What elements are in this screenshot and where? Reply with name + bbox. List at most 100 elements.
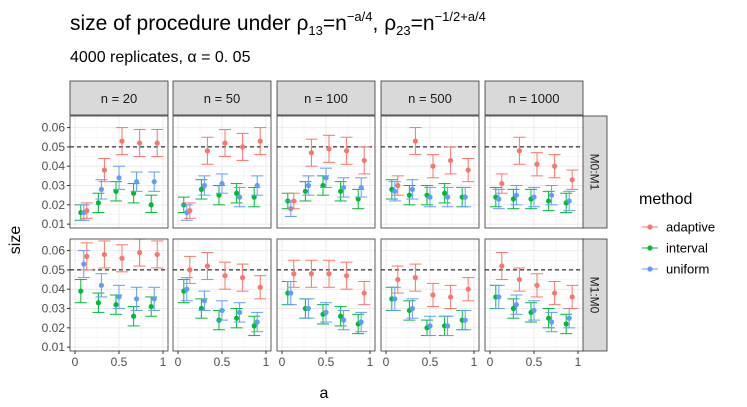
facet-strip-bg bbox=[581, 238, 608, 352]
data-point bbox=[395, 276, 401, 283]
panel-border bbox=[484, 115, 584, 229]
facet-panel bbox=[69, 115, 169, 229]
data-point bbox=[361, 290, 367, 296]
data-point bbox=[308, 150, 314, 156]
facet-strip-bg bbox=[172, 80, 272, 116]
data-point bbox=[116, 294, 122, 300]
panel-border bbox=[172, 115, 272, 229]
legend-key-point bbox=[647, 224, 653, 230]
data-point bbox=[344, 273, 350, 279]
data-point bbox=[251, 323, 257, 329]
x-tick-label: 1 bbox=[367, 355, 374, 369]
title-rho1-subscript: 13 bbox=[308, 23, 323, 38]
x-tick-label: 0.5 bbox=[422, 355, 439, 369]
data-point bbox=[516, 148, 522, 154]
facet-panel bbox=[484, 238, 584, 352]
data-point bbox=[409, 305, 415, 312]
data-point bbox=[113, 302, 119, 308]
data-point bbox=[513, 302, 519, 308]
title-eq2: =n bbox=[410, 12, 435, 35]
facet-panel bbox=[172, 238, 272, 352]
data-point bbox=[566, 198, 572, 204]
data-point bbox=[499, 263, 505, 269]
data-point bbox=[254, 182, 260, 189]
facet-strip-label: M1:M0 bbox=[588, 277, 602, 314]
y-tick-label: 0.01 bbox=[42, 217, 66, 231]
x-tick-label: 0.5 bbox=[318, 355, 335, 369]
legend-key-point bbox=[647, 245, 653, 251]
facet-strip-top: n = 1000 bbox=[484, 80, 584, 116]
data-point bbox=[308, 271, 314, 277]
title-eq1: =n bbox=[322, 12, 347, 35]
data-point bbox=[462, 194, 468, 200]
data-point bbox=[569, 177, 575, 183]
data-point bbox=[257, 138, 263, 144]
data-point bbox=[412, 138, 418, 144]
x-tick-label: 0 bbox=[487, 355, 494, 369]
data-point bbox=[326, 271, 332, 277]
data-point bbox=[219, 307, 225, 314]
x-tick-label: 1 bbox=[471, 355, 478, 369]
y-tick-label: 0.06 bbox=[42, 121, 66, 135]
data-point bbox=[465, 286, 471, 292]
data-point bbox=[257, 284, 263, 290]
data-point bbox=[338, 313, 344, 319]
title-exp2: −1/2+a/4 bbox=[434, 9, 486, 24]
data-point bbox=[187, 267, 193, 273]
data-point bbox=[116, 175, 122, 181]
facet-panel bbox=[276, 238, 376, 352]
legend-key bbox=[642, 245, 658, 251]
data-point bbox=[549, 192, 555, 198]
facet-strip-bg bbox=[581, 115, 608, 229]
facet-strip-top: n = 500 bbox=[380, 80, 480, 116]
data-point bbox=[201, 298, 207, 304]
data-point bbox=[198, 305, 204, 312]
y-tick-label: 0.05 bbox=[42, 263, 66, 277]
data-point bbox=[119, 255, 125, 261]
facet-strip-bg bbox=[380, 80, 480, 116]
chart-title: size of procedure under ρ13=n−a/4, ρ23=n… bbox=[70, 9, 486, 38]
data-point bbox=[552, 290, 558, 296]
legend-key bbox=[642, 224, 658, 230]
facet-strip-label: n = 500 bbox=[408, 91, 452, 106]
data-point bbox=[84, 208, 90, 214]
legend-key-point bbox=[647, 266, 653, 272]
data-point bbox=[291, 198, 297, 204]
data-point bbox=[496, 294, 502, 300]
data-point bbox=[323, 175, 329, 181]
data-point bbox=[305, 305, 311, 312]
data-point bbox=[569, 294, 575, 300]
facet-strip-bg bbox=[69, 80, 169, 116]
data-point bbox=[84, 253, 90, 259]
facet-strip-right: M0:M1 bbox=[581, 115, 608, 229]
legend-label: interval bbox=[666, 241, 708, 256]
data-point bbox=[291, 271, 297, 277]
data-point bbox=[427, 194, 433, 200]
x-axis-title: a bbox=[320, 385, 329, 402]
data-point bbox=[237, 194, 243, 200]
panel-border bbox=[69, 115, 169, 229]
y-axis-title: size bbox=[7, 226, 24, 255]
data-point bbox=[151, 179, 157, 185]
data-point bbox=[254, 319, 260, 325]
data-point bbox=[98, 282, 104, 288]
y-tick-label: 0.05 bbox=[42, 140, 66, 154]
data-point bbox=[442, 190, 448, 196]
data-point bbox=[198, 186, 204, 192]
data-point bbox=[465, 167, 471, 173]
legend-label: uniform bbox=[666, 262, 709, 277]
facet-strip-top: n = 50 bbox=[172, 80, 272, 116]
facet-panel bbox=[172, 115, 272, 229]
data-point bbox=[462, 317, 468, 323]
panel-border bbox=[380, 115, 480, 229]
data-point bbox=[326, 146, 332, 152]
data-point bbox=[409, 186, 415, 192]
data-point bbox=[204, 263, 210, 269]
x-tick-label: 0 bbox=[383, 355, 390, 369]
y-tick-label: 0.03 bbox=[42, 302, 66, 316]
data-point bbox=[499, 180, 505, 187]
x-tick-label: 1 bbox=[263, 355, 270, 369]
data-point bbox=[546, 315, 552, 321]
data-point bbox=[98, 186, 104, 192]
